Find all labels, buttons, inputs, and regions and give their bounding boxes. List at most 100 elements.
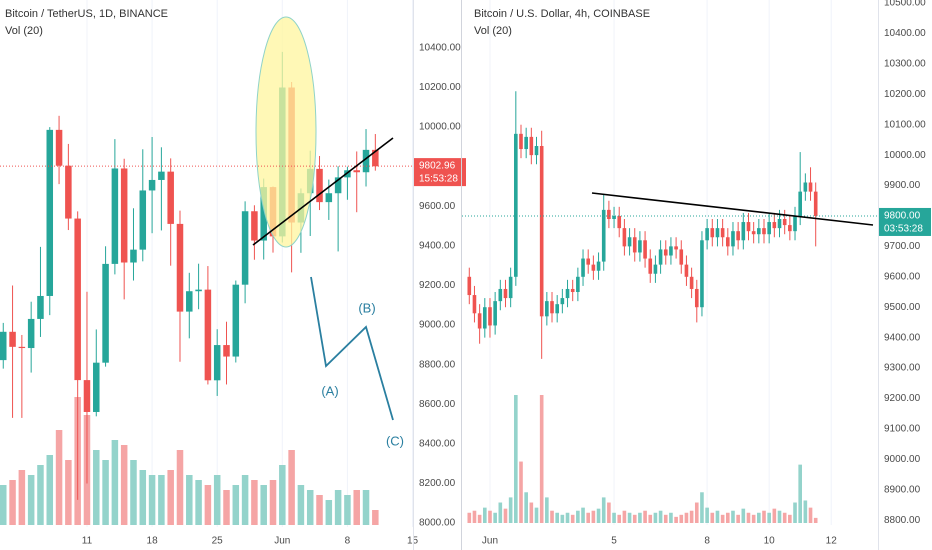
candle-body	[581, 258, 585, 277]
candle-body	[232, 284, 240, 357]
volume-bar	[482, 507, 487, 523]
x-tick-label: 18	[147, 536, 159, 547]
volume-bar	[9, 480, 16, 525]
candle-body	[0, 331, 7, 361]
x-tick-label: 8	[345, 536, 351, 547]
volume-bar	[488, 510, 492, 523]
volume-bar	[757, 512, 761, 523]
candle-body	[705, 228, 709, 241]
volume-bar	[560, 514, 565, 523]
volume-bar	[555, 512, 559, 523]
y-tick-label: 9200.00	[419, 280, 456, 291]
volume-bar	[643, 510, 647, 523]
candle-body	[514, 133, 518, 277]
volume-bar	[550, 510, 554, 523]
volume-bar	[793, 502, 797, 523]
candle-body	[176, 223, 184, 312]
candle-body	[689, 276, 694, 289]
volume-bar	[813, 517, 818, 523]
candle-body	[83, 380, 91, 412]
y-tick-label: 8900.00	[884, 484, 921, 495]
candle-body	[74, 218, 81, 381]
volume-bar	[638, 512, 642, 523]
candle-body	[539, 146, 544, 317]
volume-bar	[586, 512, 591, 523]
volume-bar	[617, 514, 622, 523]
candle-body	[472, 295, 477, 314]
volume-bar	[372, 510, 379, 525]
candle-body	[27, 318, 35, 349]
candle-body	[550, 301, 554, 314]
volume-bar	[130, 460, 137, 525]
volume-bar	[55, 430, 63, 525]
volume-bar	[767, 512, 771, 523]
candle-body	[186, 291, 193, 312]
y-tick-label: 8800.00	[419, 359, 456, 370]
y-tick-label: 9600.00	[419, 201, 456, 212]
y-tick-label: 9500.00	[884, 302, 921, 313]
candle-body	[158, 171, 165, 180]
chart-title: Bitcoin / TetherUS, 1D, BINANCE	[5, 8, 168, 20]
candle-body	[467, 276, 472, 296]
y-tick-label: 10400.00	[884, 28, 926, 39]
y-tick-label: 10300.00	[884, 59, 926, 70]
chart-subtitle: Vol (20)	[474, 25, 512, 37]
candle-body	[372, 149, 379, 167]
volume-bar	[694, 502, 699, 523]
candle-body	[353, 170, 360, 173]
volume-bar	[581, 507, 585, 523]
candle-body	[788, 225, 792, 232]
volume-bar	[213, 475, 221, 525]
y-tick-label: 8600.00	[419, 399, 456, 410]
y-tick-label: 10400.00	[419, 43, 461, 54]
y-tick-label: 9600.00	[884, 271, 921, 282]
candle-body	[93, 362, 100, 412]
price-label-box	[414, 158, 466, 187]
candle-body	[731, 231, 735, 247]
volume-bar	[139, 470, 147, 525]
volume-bar	[18, 470, 26, 525]
chart-title: Bitcoin / U.S. Dollar, 4h, COINBASE	[474, 8, 650, 20]
volume-bar	[176, 450, 184, 525]
candle-body	[793, 215, 797, 232]
candle-body	[213, 345, 221, 381]
candle-body	[260, 187, 267, 241]
volume-bar	[669, 512, 673, 523]
candle-body	[55, 129, 63, 166]
candle-body	[508, 276, 513, 299]
volume-bar	[622, 510, 627, 523]
candle-body	[139, 190, 147, 250]
volume-bar	[514, 395, 518, 523]
volume-bar	[269, 480, 277, 525]
chart-subtitle: Vol (20)	[5, 25, 43, 37]
candle-body	[204, 289, 212, 381]
candle-body	[803, 182, 808, 192]
volume-bar	[700, 492, 704, 523]
candle-body	[663, 249, 668, 256]
volume-bar	[782, 512, 787, 523]
volume-bar	[545, 497, 549, 523]
volume-bar	[306, 490, 314, 525]
candle-body	[362, 149, 370, 173]
candle-body	[648, 258, 653, 274]
volume-bar	[689, 510, 694, 523]
volume-bar	[37, 465, 44, 525]
wave-label: (C)	[386, 433, 404, 448]
volume-bar	[27, 475, 35, 525]
x-tick-label: 25	[212, 536, 224, 547]
volume-bar	[746, 512, 751, 523]
candle-body	[601, 209, 606, 262]
candle-body	[751, 231, 756, 235]
x-tick-label: 10	[764, 536, 776, 547]
volume-bar	[570, 514, 575, 523]
volume-bar	[529, 502, 534, 523]
volume-bar	[325, 500, 333, 525]
volume-bar	[808, 507, 813, 523]
volume-bar	[777, 510, 782, 523]
candle-body	[725, 237, 730, 247]
x-tick-label: Jun	[482, 536, 498, 547]
candle-body	[334, 177, 342, 194]
candle-body	[586, 258, 591, 265]
candle-body	[777, 219, 782, 229]
